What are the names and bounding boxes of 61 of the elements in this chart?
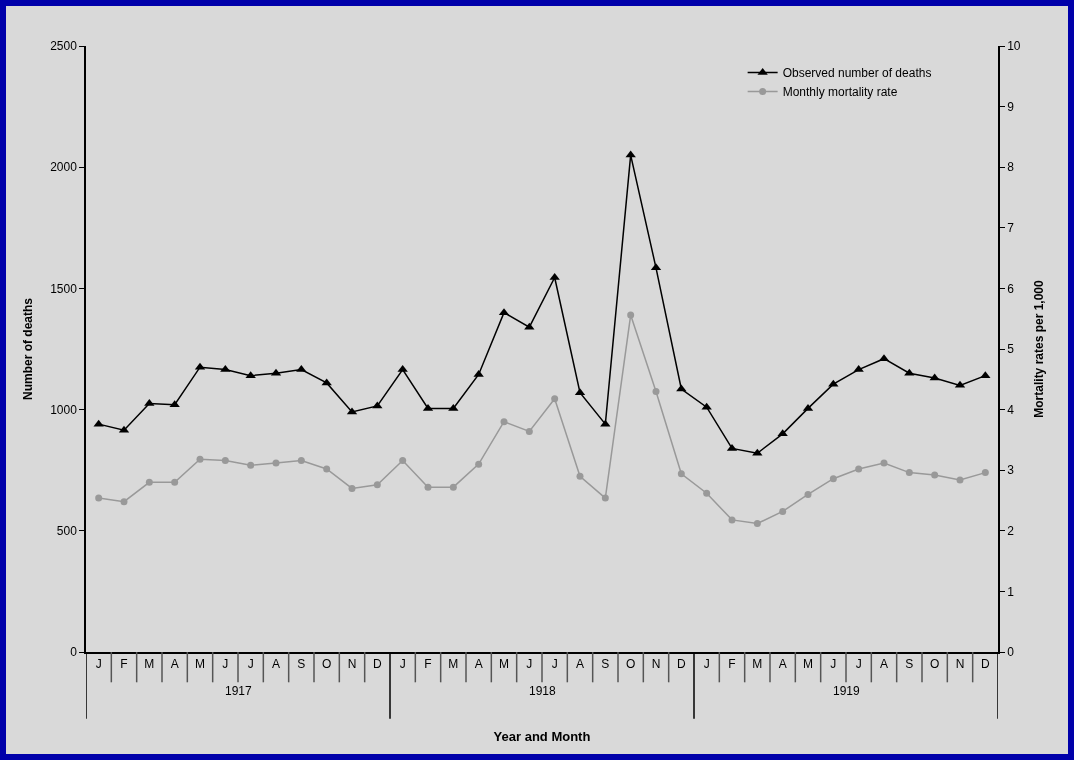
x-tick-label: J — [526, 657, 533, 672]
y-tick-label: 1000 — [50, 402, 78, 417]
x-tick-label: M — [499, 657, 509, 672]
x-tick-label: J — [222, 657, 229, 672]
x-axis-title: Year and Month — [493, 729, 591, 745]
x-tick-label: D — [980, 657, 990, 672]
x-tick-label: J — [247, 657, 254, 672]
y-tick-label: 2500 — [50, 39, 78, 54]
y2-tick-label: 0 — [1007, 645, 1015, 660]
y2-tick-label: 10 — [1007, 39, 1021, 54]
x-tick-label: A — [474, 657, 483, 672]
x-tick-label: O — [322, 657, 332, 672]
x-tick-label: M — [752, 657, 763, 672]
text: 1917 — [225, 684, 253, 698]
x-tick-label: M — [803, 657, 813, 672]
y2-tick-label: 4 — [1007, 402, 1015, 417]
x-tick-label: F — [424, 657, 432, 672]
x-tick-label: O — [930, 657, 940, 672]
x-tick-label: J — [399, 657, 406, 672]
y2-tick-label: 3 — [1007, 463, 1015, 478]
x-tick-label: M — [448, 657, 459, 672]
x-tick-label: N — [955, 657, 965, 672]
y-tick-label: 1500 — [50, 281, 78, 296]
x-tick-label: J — [95, 657, 102, 672]
legend-label: Monthly mortality rate — [782, 85, 898, 100]
x-tick-label: A — [778, 657, 787, 672]
x-tick-label: F — [728, 657, 736, 672]
y2-tick-label: 1 — [1007, 584, 1015, 599]
y-axis-title: Number of deaths — [20, 297, 35, 401]
y2-tick-label: 2 — [1007, 524, 1015, 538]
y-tick-label: 2000 — [50, 160, 78, 175]
x-tick-label: J — [703, 657, 710, 672]
text: 1919 — [833, 684, 861, 698]
x-tick-label: M — [195, 657, 205, 672]
y-tick-label: 0 — [70, 645, 78, 660]
y2-tick-label: 6 — [1007, 281, 1015, 296]
y2-tick-label: 5 — [1007, 342, 1015, 357]
x-tick-label: A — [575, 657, 585, 672]
text: 1918 — [529, 684, 557, 698]
x-tick-label: J — [551, 657, 558, 672]
y2-tick-label: 7 — [1007, 221, 1015, 235]
x-tick-label: N — [347, 657, 357, 672]
x-tick-label: A — [271, 657, 281, 672]
legend-label: Observed number of deaths — [782, 66, 932, 81]
x-tick-label: A — [879, 657, 889, 672]
x-tick-label: M — [144, 657, 155, 672]
x-tick-label: A — [170, 657, 179, 672]
y2-axis-title: Mortality rates per 1,000 — [1032, 279, 1047, 418]
x-tick-label: J — [855, 657, 862, 672]
y-tick-label: 500 — [56, 524, 78, 538]
x-tick-label: S — [297, 657, 306, 672]
x-tick-label: N — [651, 657, 661, 672]
y2-tick-label: 8 — [1007, 160, 1015, 175]
x-tick-label: D — [676, 657, 686, 672]
x-tick-label: S — [905, 657, 914, 672]
x-tick-label: D — [372, 657, 382, 672]
y2-tick-label: 9 — [1007, 99, 1015, 114]
x-tick-label: S — [601, 657, 610, 672]
x-tick-label: O — [626, 657, 636, 672]
x-tick-label: F — [120, 657, 128, 672]
x-tick-label: J — [830, 657, 837, 672]
